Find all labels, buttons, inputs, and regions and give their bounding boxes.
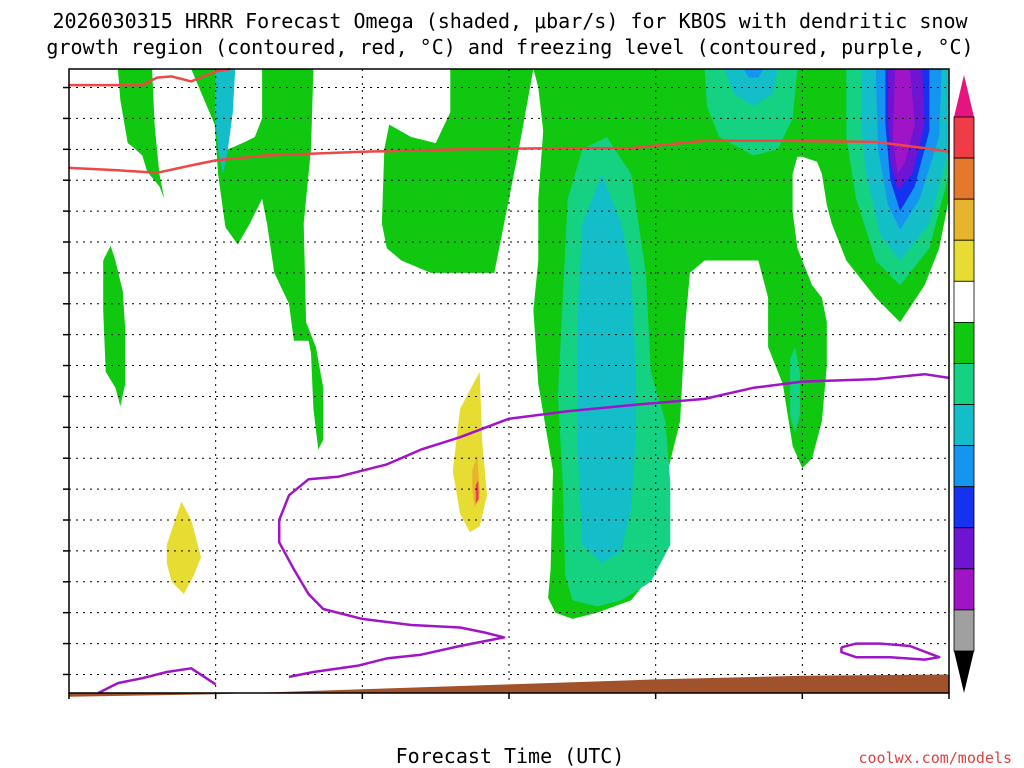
omega-area-center-left-teal [214, 69, 236, 174]
colorbar-bin-0 [953, 116, 975, 159]
dgz-contour-upper [69, 67, 231, 87]
chart-title-line2: growth region (contoured, red, °C) and f… [46, 35, 973, 59]
colorbar-bin-5 [953, 321, 975, 364]
plot-area [68, 67, 950, 697]
omega-area-right [381, 69, 949, 619]
colorbar-bin-6 [953, 363, 975, 405]
colorbar-bin-2 [953, 198, 975, 241]
dgz-contour-lower [68, 139, 950, 175]
colorbar-bin-3 [953, 239, 975, 282]
colorbar-bin-4 [953, 280, 975, 323]
omega-area-upper-right-sea [704, 69, 798, 156]
dgz-contour-upper-label-bg [645, 141, 671, 155]
colorbar-bin-11 [953, 568, 975, 611]
omega-area-mid-right-sea [790, 347, 800, 434]
terrain-fill [69, 674, 949, 697]
omega-area-left-mid [103, 245, 126, 407]
omega-shading [103, 69, 949, 619]
credit-text: coolwx.com/models [858, 749, 1012, 767]
terrain [69, 674, 949, 697]
freezing-level-lower-right [840, 642, 941, 661]
omega-area-upper-far-right-purple [892, 69, 915, 174]
grid-lines [69, 69, 949, 693]
omega-area-upper-right-teal [724, 69, 778, 107]
colorbar-top-arrow [954, 75, 974, 117]
colorbar-bin-10 [953, 527, 975, 570]
omega-area-left-high [117, 69, 165, 199]
colorbar-bin-12 [953, 609, 975, 652]
freezing-level-lower-left [97, 667, 217, 695]
colorbar-bottom-arrow [954, 651, 974, 693]
colorbar [953, 75, 975, 693]
y-axis [63, 86, 69, 676]
x-axis [68, 693, 950, 699]
chart-title-line1: 2026030315 HRRR Forecast Omega (shaded, … [52, 9, 968, 33]
contours [68, 67, 950, 695]
colorbar-bin-7 [953, 404, 975, 447]
omega-area-right-teal [577, 174, 637, 564]
omega-area-upper-right-blue [743, 69, 764, 78]
freezing-level-main [277, 372, 950, 679]
colorbar-bin-9 [953, 486, 975, 529]
omega-area-red-center [475, 480, 479, 504]
dgz-contour-lower-label-bg [200, 167, 226, 181]
omega-area-yellow-left [166, 501, 201, 595]
colorbar-bin-1 [953, 157, 975, 200]
colorbar-bin-8 [953, 445, 975, 488]
x-axis-title: Forecast Time (UTC) [396, 744, 625, 768]
